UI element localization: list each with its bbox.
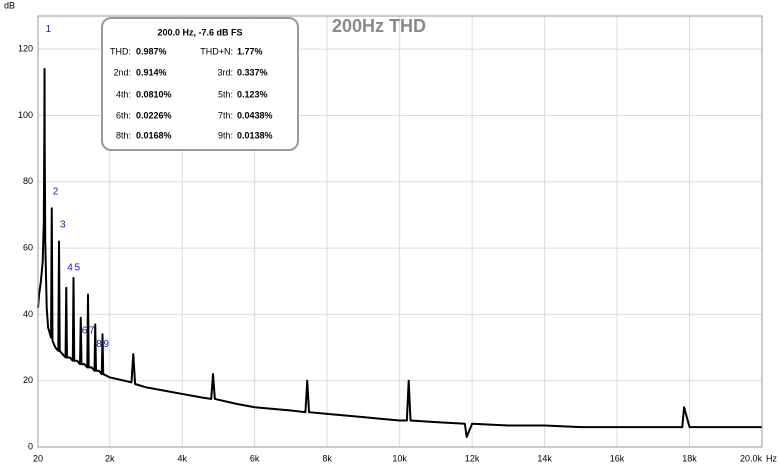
x-tick-label: 2k bbox=[105, 453, 115, 463]
info-box-title: 200.0 Hz, -7.6 dB FS bbox=[157, 27, 242, 37]
info-label: THD+N: bbox=[200, 46, 233, 56]
harmonic-label: 3 bbox=[60, 220, 66, 231]
info-value: 0.0138% bbox=[237, 130, 273, 140]
info-label: 6th: bbox=[116, 110, 131, 120]
info-box-frame bbox=[101, 17, 299, 151]
x-tick-label: 10k bbox=[392, 453, 407, 463]
info-box: 200.0 Hz, -7.6 dB FS THD: 0.987% THD+N: 1.7… bbox=[101, 17, 299, 151]
info-label: 3rd: bbox=[217, 67, 233, 77]
info-value: 0.337% bbox=[237, 67, 268, 77]
chart-title: 200Hz THD bbox=[332, 16, 426, 36]
x-tick-label: 14k bbox=[537, 453, 552, 463]
info-label: 5th: bbox=[218, 89, 233, 99]
x-tick-label: 8k bbox=[322, 453, 332, 463]
spectrum-line bbox=[37, 68, 762, 439]
harmonic-label: 6 bbox=[82, 326, 88, 337]
info-value: 0.914% bbox=[136, 67, 167, 77]
info-value: 1.77% bbox=[237, 46, 263, 56]
plot-border bbox=[37, 15, 763, 448]
info-label: 2nd: bbox=[113, 67, 131, 77]
x-tick-label: 20.0k bbox=[740, 453, 763, 463]
harmonic-label: 9 bbox=[104, 339, 110, 350]
y-tick-label: 80 bbox=[23, 176, 33, 186]
y-tick-label: 40 bbox=[23, 309, 33, 319]
x-tick-label: 12k bbox=[465, 453, 480, 463]
x-tick-label: 16k bbox=[610, 453, 625, 463]
info-value: 0.0810% bbox=[136, 89, 172, 99]
y-axis-label: dB bbox=[4, 0, 15, 10]
x-axis-label: Hz bbox=[766, 453, 777, 463]
info-label: THD: bbox=[110, 46, 131, 56]
y-tick-label: 0 bbox=[28, 441, 33, 451]
harmonic-label: 7 bbox=[89, 326, 95, 337]
info-value: 0.0438% bbox=[237, 110, 273, 120]
harmonic-label: 5 bbox=[75, 263, 81, 274]
y-tick-label: 20 bbox=[23, 375, 33, 385]
y-tick-label: 120 bbox=[18, 44, 33, 54]
info-value: 0.987% bbox=[136, 46, 167, 56]
x-tick-label: 4k bbox=[177, 453, 187, 463]
y-tick-label: 60 bbox=[23, 242, 33, 252]
x-tick-label: 6k bbox=[250, 453, 260, 463]
info-value: 0.0168% bbox=[136, 130, 172, 140]
x-tick-label: 20 bbox=[33, 453, 43, 463]
info-label: 8th: bbox=[116, 130, 131, 140]
info-value: 0.0226% bbox=[136, 110, 172, 120]
harmonic-label: 4 bbox=[67, 263, 73, 274]
x-tick-label: 18k bbox=[682, 453, 697, 463]
info-value: 0.123% bbox=[237, 89, 268, 99]
harmonic-label: 2 bbox=[53, 186, 59, 197]
info-label: 4th: bbox=[116, 89, 131, 99]
info-label: 7th: bbox=[218, 110, 233, 120]
y-tick-label: 100 bbox=[18, 110, 33, 120]
harmonic-label: 8 bbox=[96, 339, 102, 350]
info-label: 9th: bbox=[218, 130, 233, 140]
harmonic-label: 1 bbox=[46, 24, 52, 35]
